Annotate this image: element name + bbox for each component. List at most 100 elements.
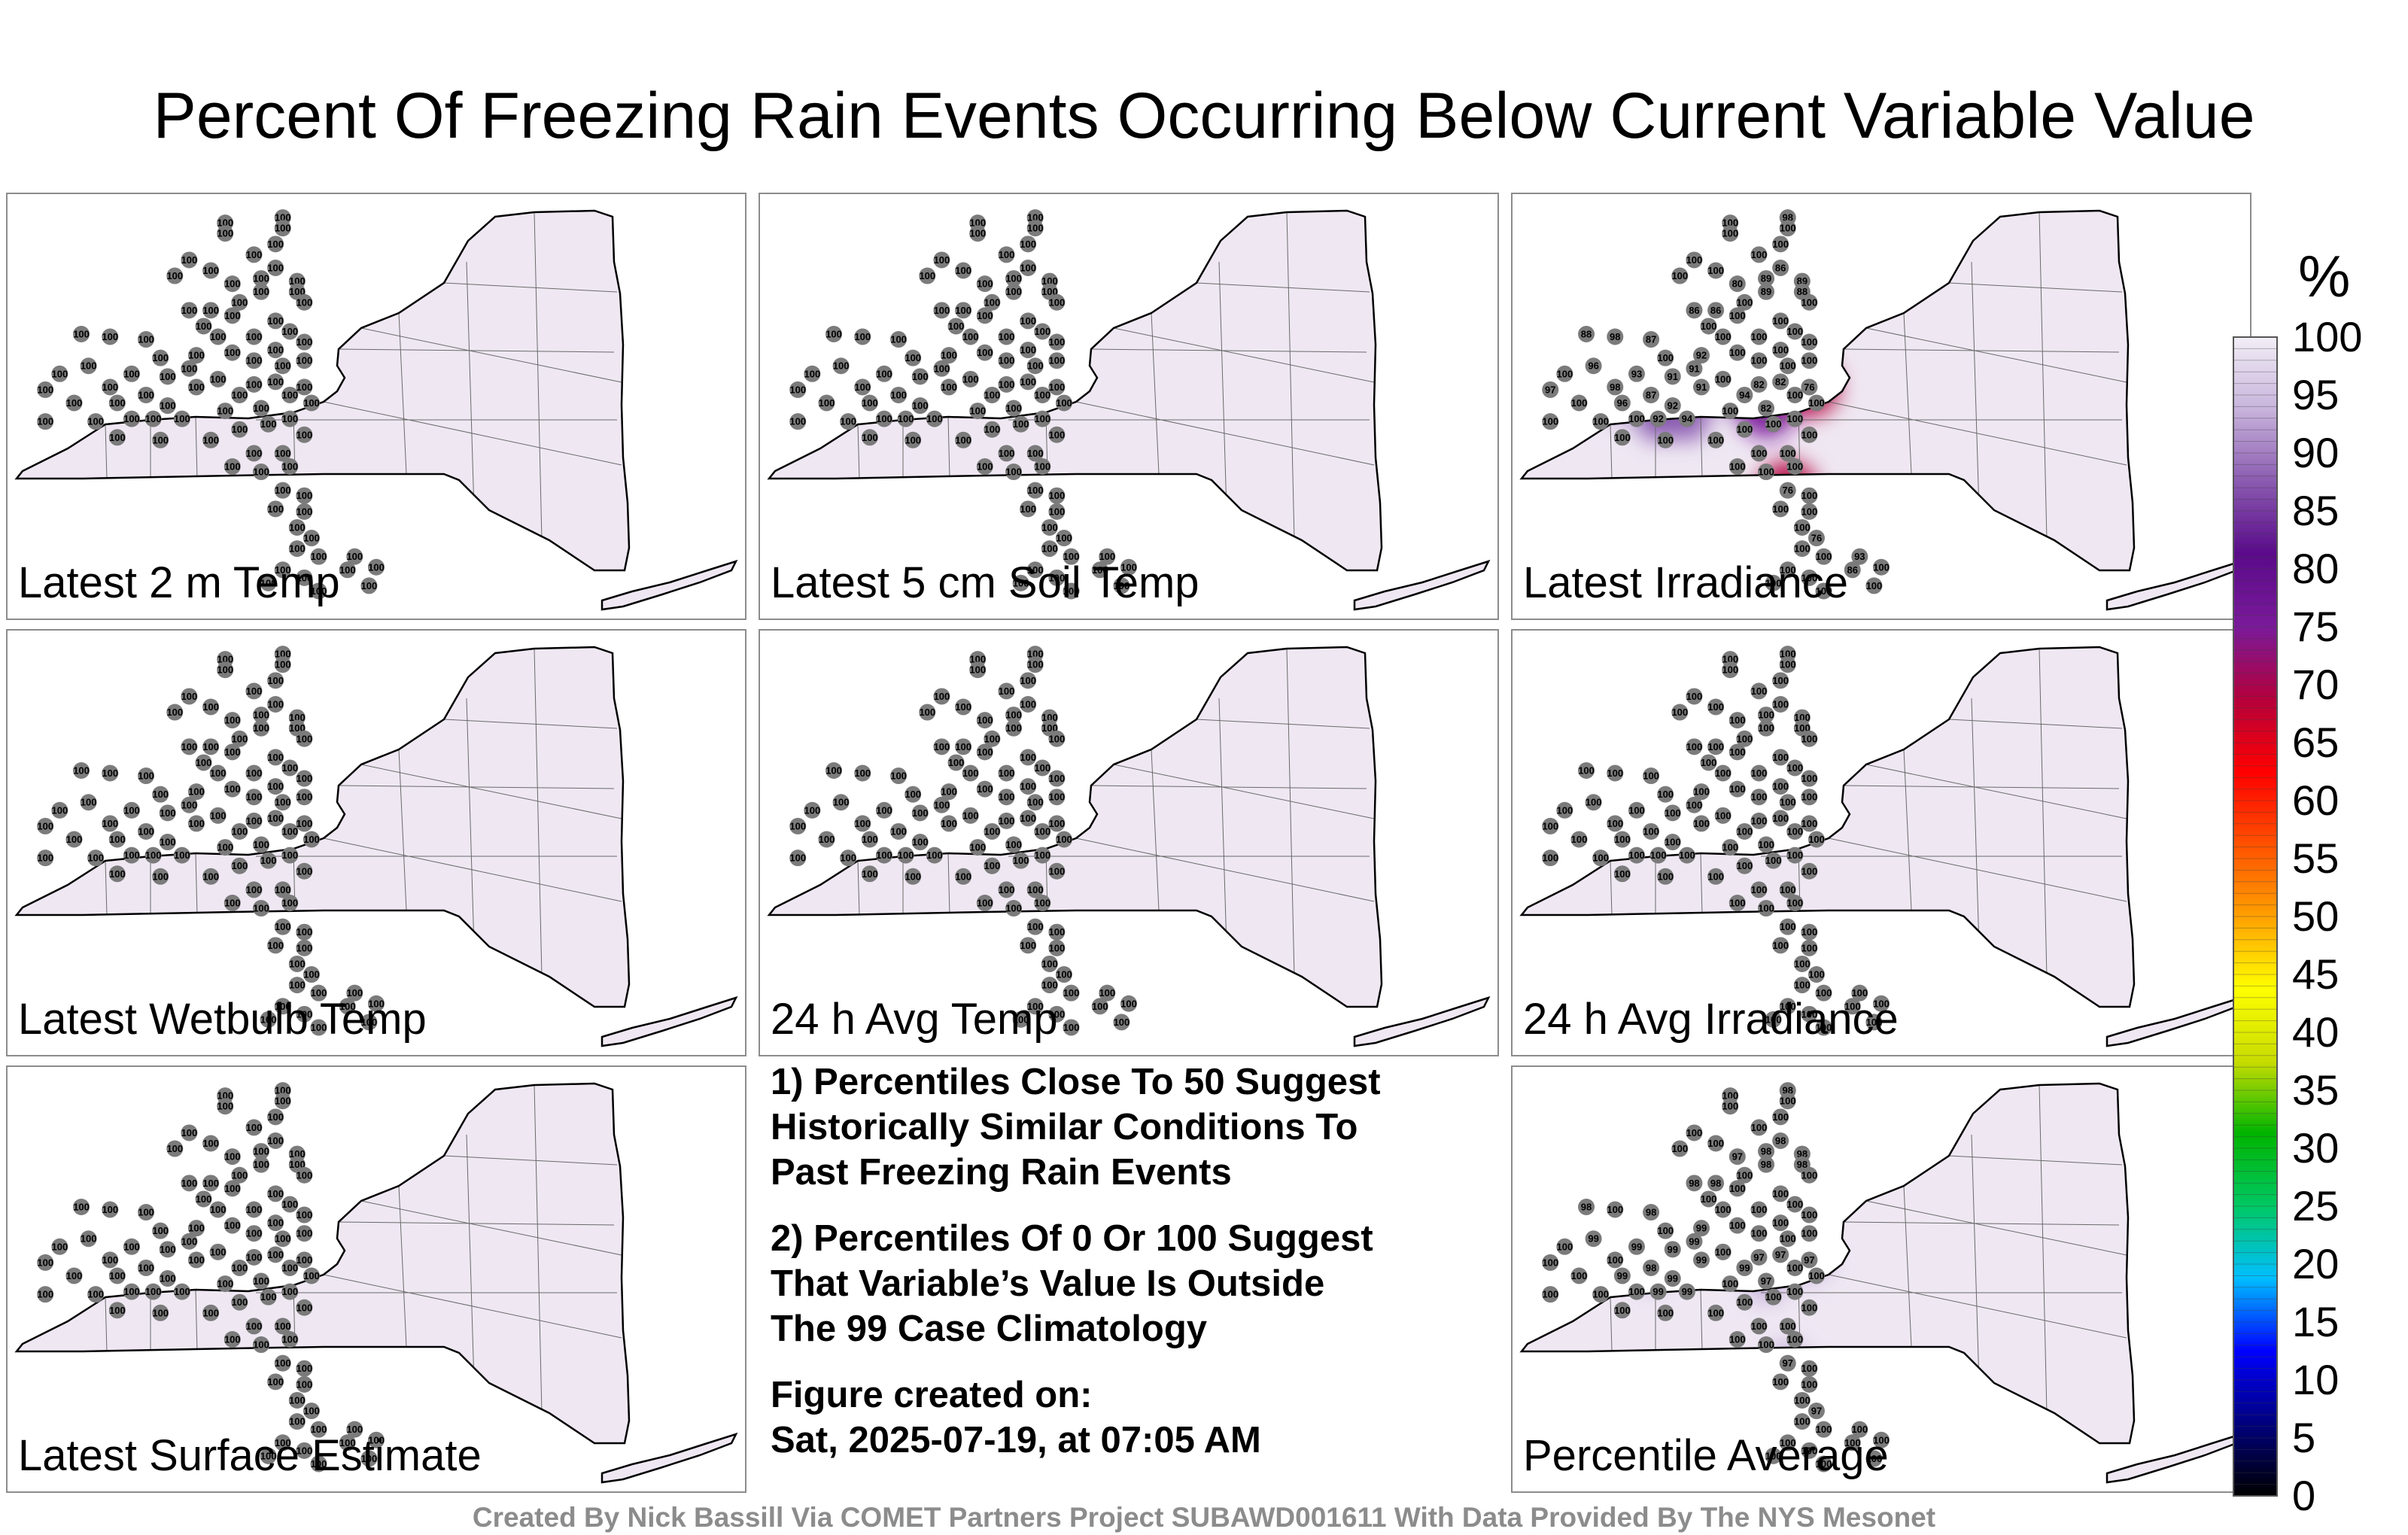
station-value: 100 [1628, 850, 1645, 861]
station-dot [1750, 1248, 1768, 1266]
station-marker: 100 [1657, 349, 1674, 366]
station-value: 100 [202, 1307, 219, 1318]
station-marker: 100 [905, 431, 922, 448]
station-marker: 100 [926, 410, 943, 427]
station-value: 100 [166, 707, 183, 718]
station-value: 98 [1646, 1207, 1656, 1218]
station-marker: 100 [984, 386, 1001, 403]
station-dot [296, 378, 313, 396]
station-marker: 100 [1714, 807, 1732, 824]
station-marker: 97 [1801, 1251, 1818, 1269]
station-value: 100 [1772, 345, 1789, 356]
station-value: 100 [1772, 1217, 1789, 1229]
station-value: 100 [1020, 263, 1036, 274]
station-value: 100 [905, 352, 921, 363]
station-dot [1779, 1354, 1796, 1372]
county-line [1865, 327, 2127, 383]
station-dot [217, 839, 234, 856]
station-value: 82 [1753, 378, 1764, 390]
station-value: 100 [962, 810, 979, 821]
station-dot [875, 847, 892, 864]
station-value: 100 [232, 825, 248, 837]
long-island-outline [600, 995, 738, 1047]
county-line [1865, 764, 2127, 819]
station-value: 100 [1808, 1270, 1825, 1281]
station-dot [955, 738, 972, 755]
station-marker: 100 [1034, 895, 1051, 911]
station-value: 100 [1686, 799, 1703, 810]
station-marker: 100 [267, 810, 284, 827]
station-dot [1736, 730, 1753, 747]
station-marker: 100 [37, 1286, 54, 1303]
station-dot [1585, 1230, 1602, 1248]
station-marker: 100 [217, 661, 234, 679]
county-line [1610, 860, 1613, 916]
station-dot [296, 1442, 313, 1459]
station-dot [1678, 1283, 1695, 1300]
station-dot [87, 850, 105, 867]
station-value: 100 [789, 853, 806, 864]
station-marker: 100 [123, 801, 140, 819]
station-dot [969, 661, 987, 679]
station-dot [1750, 445, 1768, 462]
station-marker: 100 [1736, 1166, 1753, 1184]
station-value: 100 [1801, 572, 1818, 583]
station-value: 100 [984, 389, 1001, 400]
station-dot [123, 847, 140, 864]
station-dot [281, 759, 299, 777]
station-marker: 100 [65, 831, 83, 848]
station-marker: 100 [1722, 1098, 1739, 1115]
station-marker: 97 [1772, 1246, 1789, 1263]
station-value: 100 [224, 746, 241, 758]
map-panel: 100 100 100 100 100 100 100 100 100 100 100 100 100 1… [759, 629, 1499, 1056]
station-value: 100 [890, 389, 907, 400]
station-marker: 100 [818, 394, 835, 412]
station-marker: 100 [303, 394, 320, 412]
county-line [1151, 312, 1160, 475]
station-dot [976, 743, 993, 761]
station-value: 100 [232, 1262, 248, 1273]
station-marker: 93 [1628, 365, 1645, 382]
station-value: 100 [275, 212, 291, 223]
station-value: 100 [999, 249, 1015, 260]
station-marker: 100 [296, 1005, 313, 1023]
station-value: 100 [955, 701, 971, 713]
station-value: 100 [232, 389, 248, 400]
station-value: 100 [1005, 839, 1022, 850]
station-dot [1750, 328, 1768, 345]
station-value: 100 [1027, 564, 1044, 576]
station-marker: 100 [138, 331, 155, 348]
station-marker: 100 [875, 410, 892, 427]
station-marker: 100 [1048, 293, 1066, 311]
station-marker: 100 [825, 762, 843, 779]
station-dot [274, 1354, 291, 1372]
station-dot [1772, 1214, 1789, 1232]
station-value: 100 [73, 1202, 90, 1213]
station-dot [1613, 394, 1631, 412]
station-dot [202, 868, 220, 885]
station-value: 100 [1020, 813, 1036, 824]
station-marker: 100 [1736, 857, 1753, 874]
station-value: 100 [1801, 429, 1818, 440]
station-value: 100 [275, 485, 291, 496]
station-marker: 100 [223, 1180, 241, 1197]
station-dot [1026, 445, 1044, 462]
station-dot [37, 1254, 54, 1271]
station-marker: 100 [296, 1375, 313, 1393]
station-marker: 100 [231, 730, 248, 747]
station-marker: 100 [1808, 966, 1825, 983]
station-value: 100 [912, 837, 929, 848]
station-marker: 100 [223, 743, 241, 761]
station-dot [1722, 403, 1739, 420]
station-marker: 100 [260, 852, 277, 869]
credit-line: Created By Nick Bassill Via COMET Partne… [472, 1502, 1936, 1533]
station-marker: 86 [1772, 260, 1789, 276]
station-dot [984, 857, 1001, 874]
station-value: 100 [246, 331, 263, 342]
station-dot [288, 977, 306, 994]
station-marker: 100 [1048, 333, 1066, 351]
station-dot [181, 1124, 198, 1141]
station-value: 100 [1020, 376, 1036, 388]
station-dot [1815, 1455, 1832, 1473]
station-marker: 100 [231, 857, 248, 874]
